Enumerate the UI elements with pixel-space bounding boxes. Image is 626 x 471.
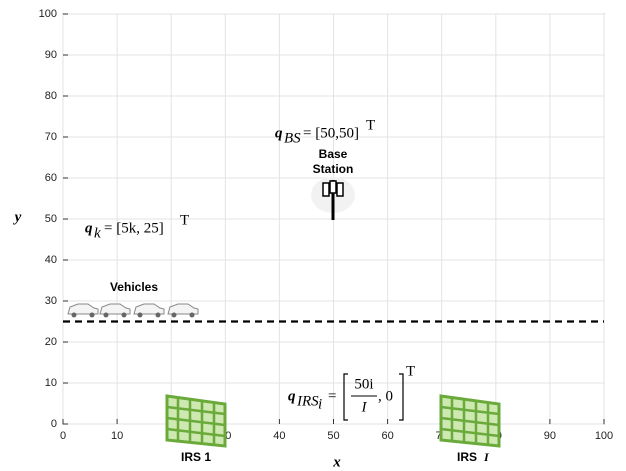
math-text: = [50,50] — [303, 125, 359, 141]
y-tick-label: 90 — [45, 49, 57, 61]
math-subscript: k — [94, 225, 101, 241]
x-tick-label: 40 — [273, 430, 285, 442]
vehicle-icons — [67, 303, 199, 318]
bracket — [343, 373, 348, 421]
math-superscript: T — [366, 117, 375, 133]
y-axis-label: y — [13, 209, 22, 225]
bracket — [399, 373, 404, 421]
label: IRS — [457, 450, 477, 464]
y-tick-label: 100 — [39, 8, 57, 20]
x-tick-label: 50 — [327, 430, 339, 442]
y-tick-label: 0 — [51, 418, 57, 430]
label: Station — [313, 162, 354, 176]
y-tick-label: 50 — [45, 213, 57, 225]
x-tick-label: 100 — [595, 430, 613, 442]
x-tick-label: 0 — [60, 430, 66, 442]
label: I — [483, 450, 490, 464]
math-superscript: T — [406, 363, 415, 379]
math-text: 50i — [354, 376, 373, 392]
y-tick-label: 70 — [45, 131, 57, 143]
y-tick-label: 10 — [45, 377, 57, 389]
x-axis-label: x — [332, 454, 341, 470]
x-tick-label: 10 — [111, 430, 123, 442]
math-subscript: BS — [284, 130, 301, 146]
annotations: Base Station Vehicles — [67, 117, 501, 464]
y-tick-label: 30 — [45, 295, 57, 307]
y-tick-label: 60 — [45, 172, 57, 184]
irs-panel — [165, 394, 227, 448]
math-text: = [5k, 25] — [104, 220, 164, 236]
y-tick-label: 80 — [45, 90, 57, 102]
x-tick-label: 60 — [381, 430, 393, 442]
irs-panel — [439, 394, 501, 448]
math-text: = — [328, 388, 336, 404]
math-subscript: IRS — [296, 393, 319, 409]
math-symbol: q — [85, 220, 93, 236]
math-symbol: q — [275, 125, 283, 141]
label: Vehicles — [110, 280, 158, 294]
math-subscript: i — [318, 396, 322, 412]
y-tick-label: 20 — [45, 336, 57, 348]
x-tick-label: 90 — [544, 430, 556, 442]
label: IRS 1 — [181, 450, 211, 464]
math-text: , 0 — [378, 388, 393, 404]
base-station-icon — [311, 177, 355, 220]
y-tick-label: 40 — [45, 254, 57, 266]
math-symbol: q — [288, 388, 296, 404]
label: Base — [319, 147, 348, 161]
math-text: I — [361, 399, 368, 415]
math-superscript: T — [180, 212, 189, 228]
